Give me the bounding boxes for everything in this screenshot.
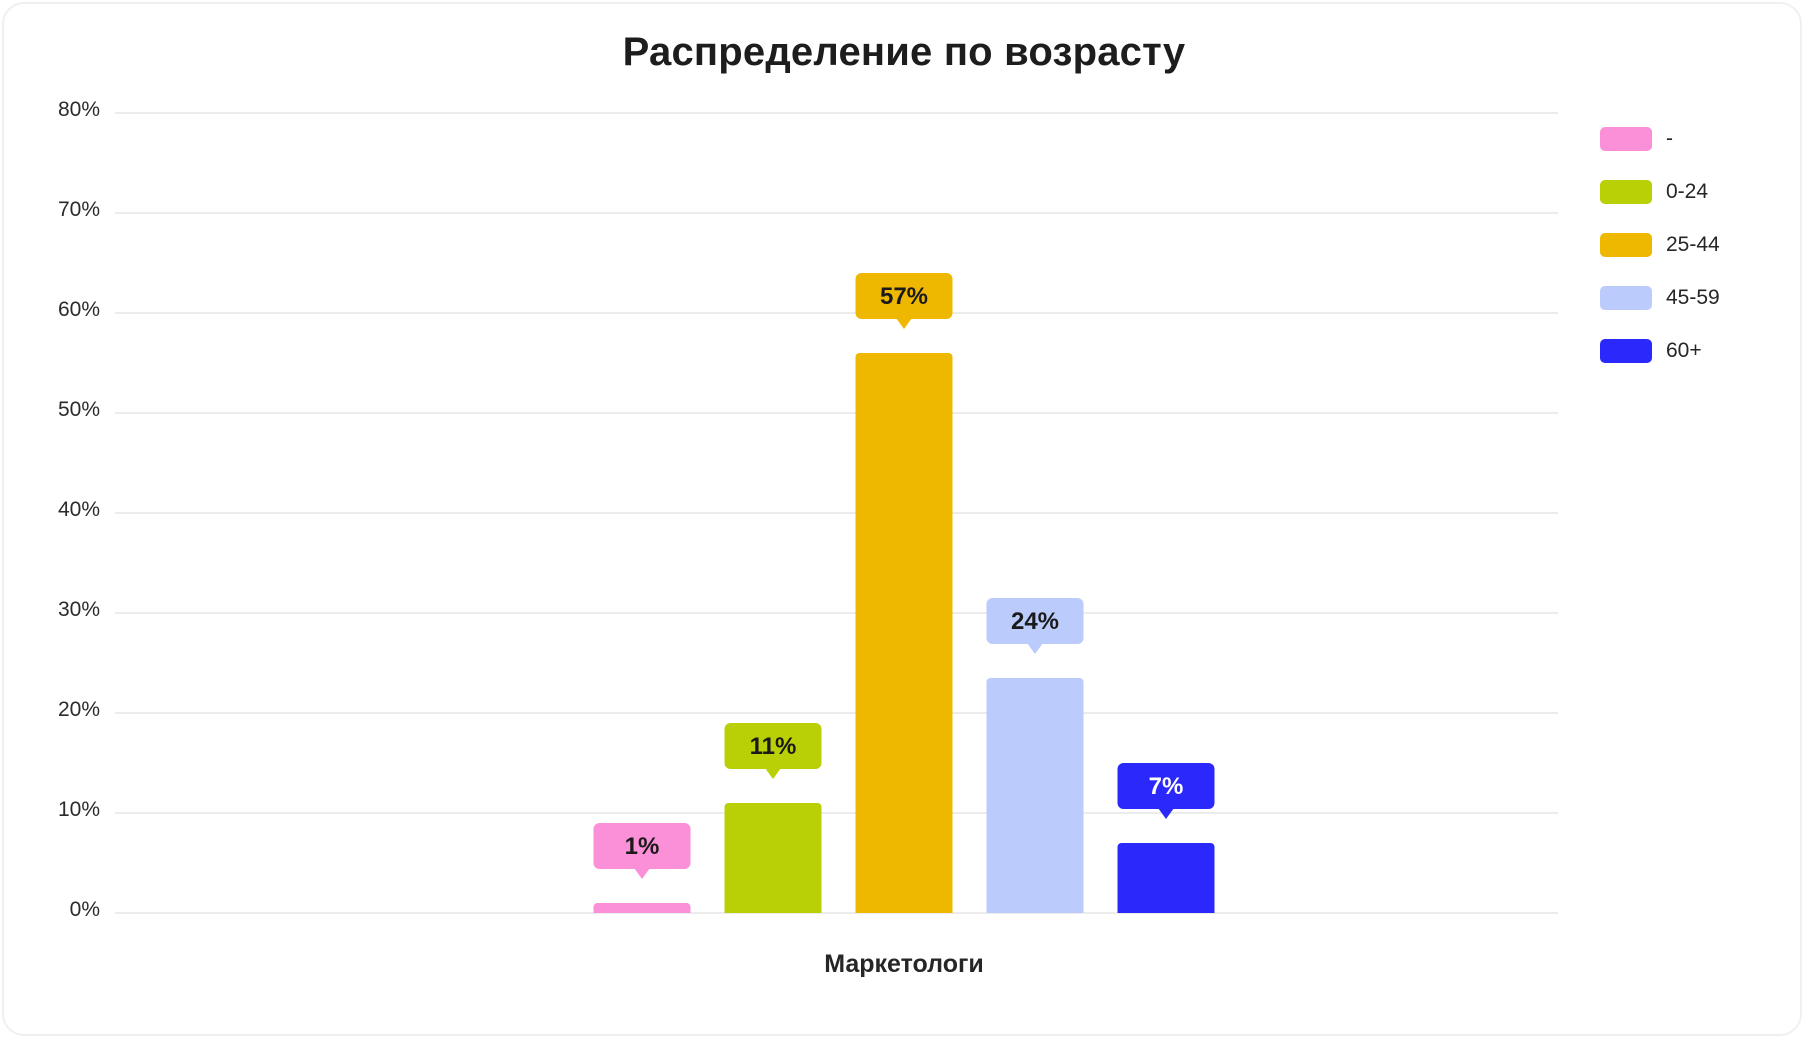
data-label: 7% — [1149, 773, 1184, 800]
data-label-box — [724, 723, 822, 769]
data-label-box — [855, 273, 953, 319]
bar — [986, 678, 1084, 913]
bar — [724, 803, 822, 913]
legend: - 0-24 25-44 45-59 60+ — [1600, 112, 1720, 377]
y-tick-label: 40% — [58, 498, 100, 521]
data-label: 1% — [625, 833, 660, 860]
legend-swatch — [1600, 179, 1652, 204]
y-tick-label: 0% — [70, 898, 100, 921]
legend-swatch — [1600, 285, 1652, 310]
legend-label: 0-24 — [1666, 179, 1709, 203]
legend-label: 60+ — [1666, 338, 1702, 362]
bar-base — [855, 907, 953, 913]
legend-item[interactable]: - — [1600, 112, 1720, 165]
bar-base — [1117, 907, 1215, 913]
data-label: 57% — [880, 283, 928, 310]
y-tick-label: 70% — [58, 198, 100, 221]
legend-swatch — [1600, 126, 1652, 151]
y-tick-label: 10% — [58, 798, 100, 821]
y-tick-label: 20% — [58, 698, 100, 721]
legend-item[interactable]: 60+ — [1600, 324, 1720, 377]
legend-swatch — [1600, 338, 1652, 363]
data-label: 24% — [1011, 608, 1059, 635]
x-axis-category-label: Маркетологи — [824, 950, 984, 978]
y-tick-label: 80% — [58, 98, 100, 121]
data-label-pointer — [1027, 643, 1043, 654]
bar-base — [593, 907, 691, 913]
data-label-box — [1117, 763, 1215, 809]
bar — [855, 353, 953, 913]
bar-base — [724, 907, 822, 913]
data-label: 11% — [750, 733, 797, 760]
data-label-pointer — [765, 768, 781, 779]
legend-item[interactable]: 25-44 — [1600, 218, 1720, 271]
legend-item[interactable]: 0-24 — [1600, 165, 1720, 218]
legend-label: 25-44 — [1666, 232, 1720, 256]
y-tick-label: 30% — [58, 598, 100, 621]
data-label-pointer — [896, 318, 912, 329]
data-label-box — [986, 598, 1084, 644]
y-tick-label: 60% — [58, 298, 100, 321]
chart-title: Распределение по возрасту — [622, 30, 1186, 74]
data-label-pointer — [634, 868, 650, 879]
legend-label: 45-59 — [1666, 285, 1720, 309]
data-label-box — [593, 823, 691, 869]
legend-item[interactable]: 45-59 — [1600, 271, 1720, 324]
legend-swatch — [1600, 232, 1652, 257]
bar — [1117, 843, 1215, 913]
bar-base — [986, 907, 1084, 913]
legend-label: - — [1666, 126, 1673, 150]
y-tick-label: 50% — [58, 398, 100, 421]
data-label-pointer — [1158, 808, 1174, 819]
